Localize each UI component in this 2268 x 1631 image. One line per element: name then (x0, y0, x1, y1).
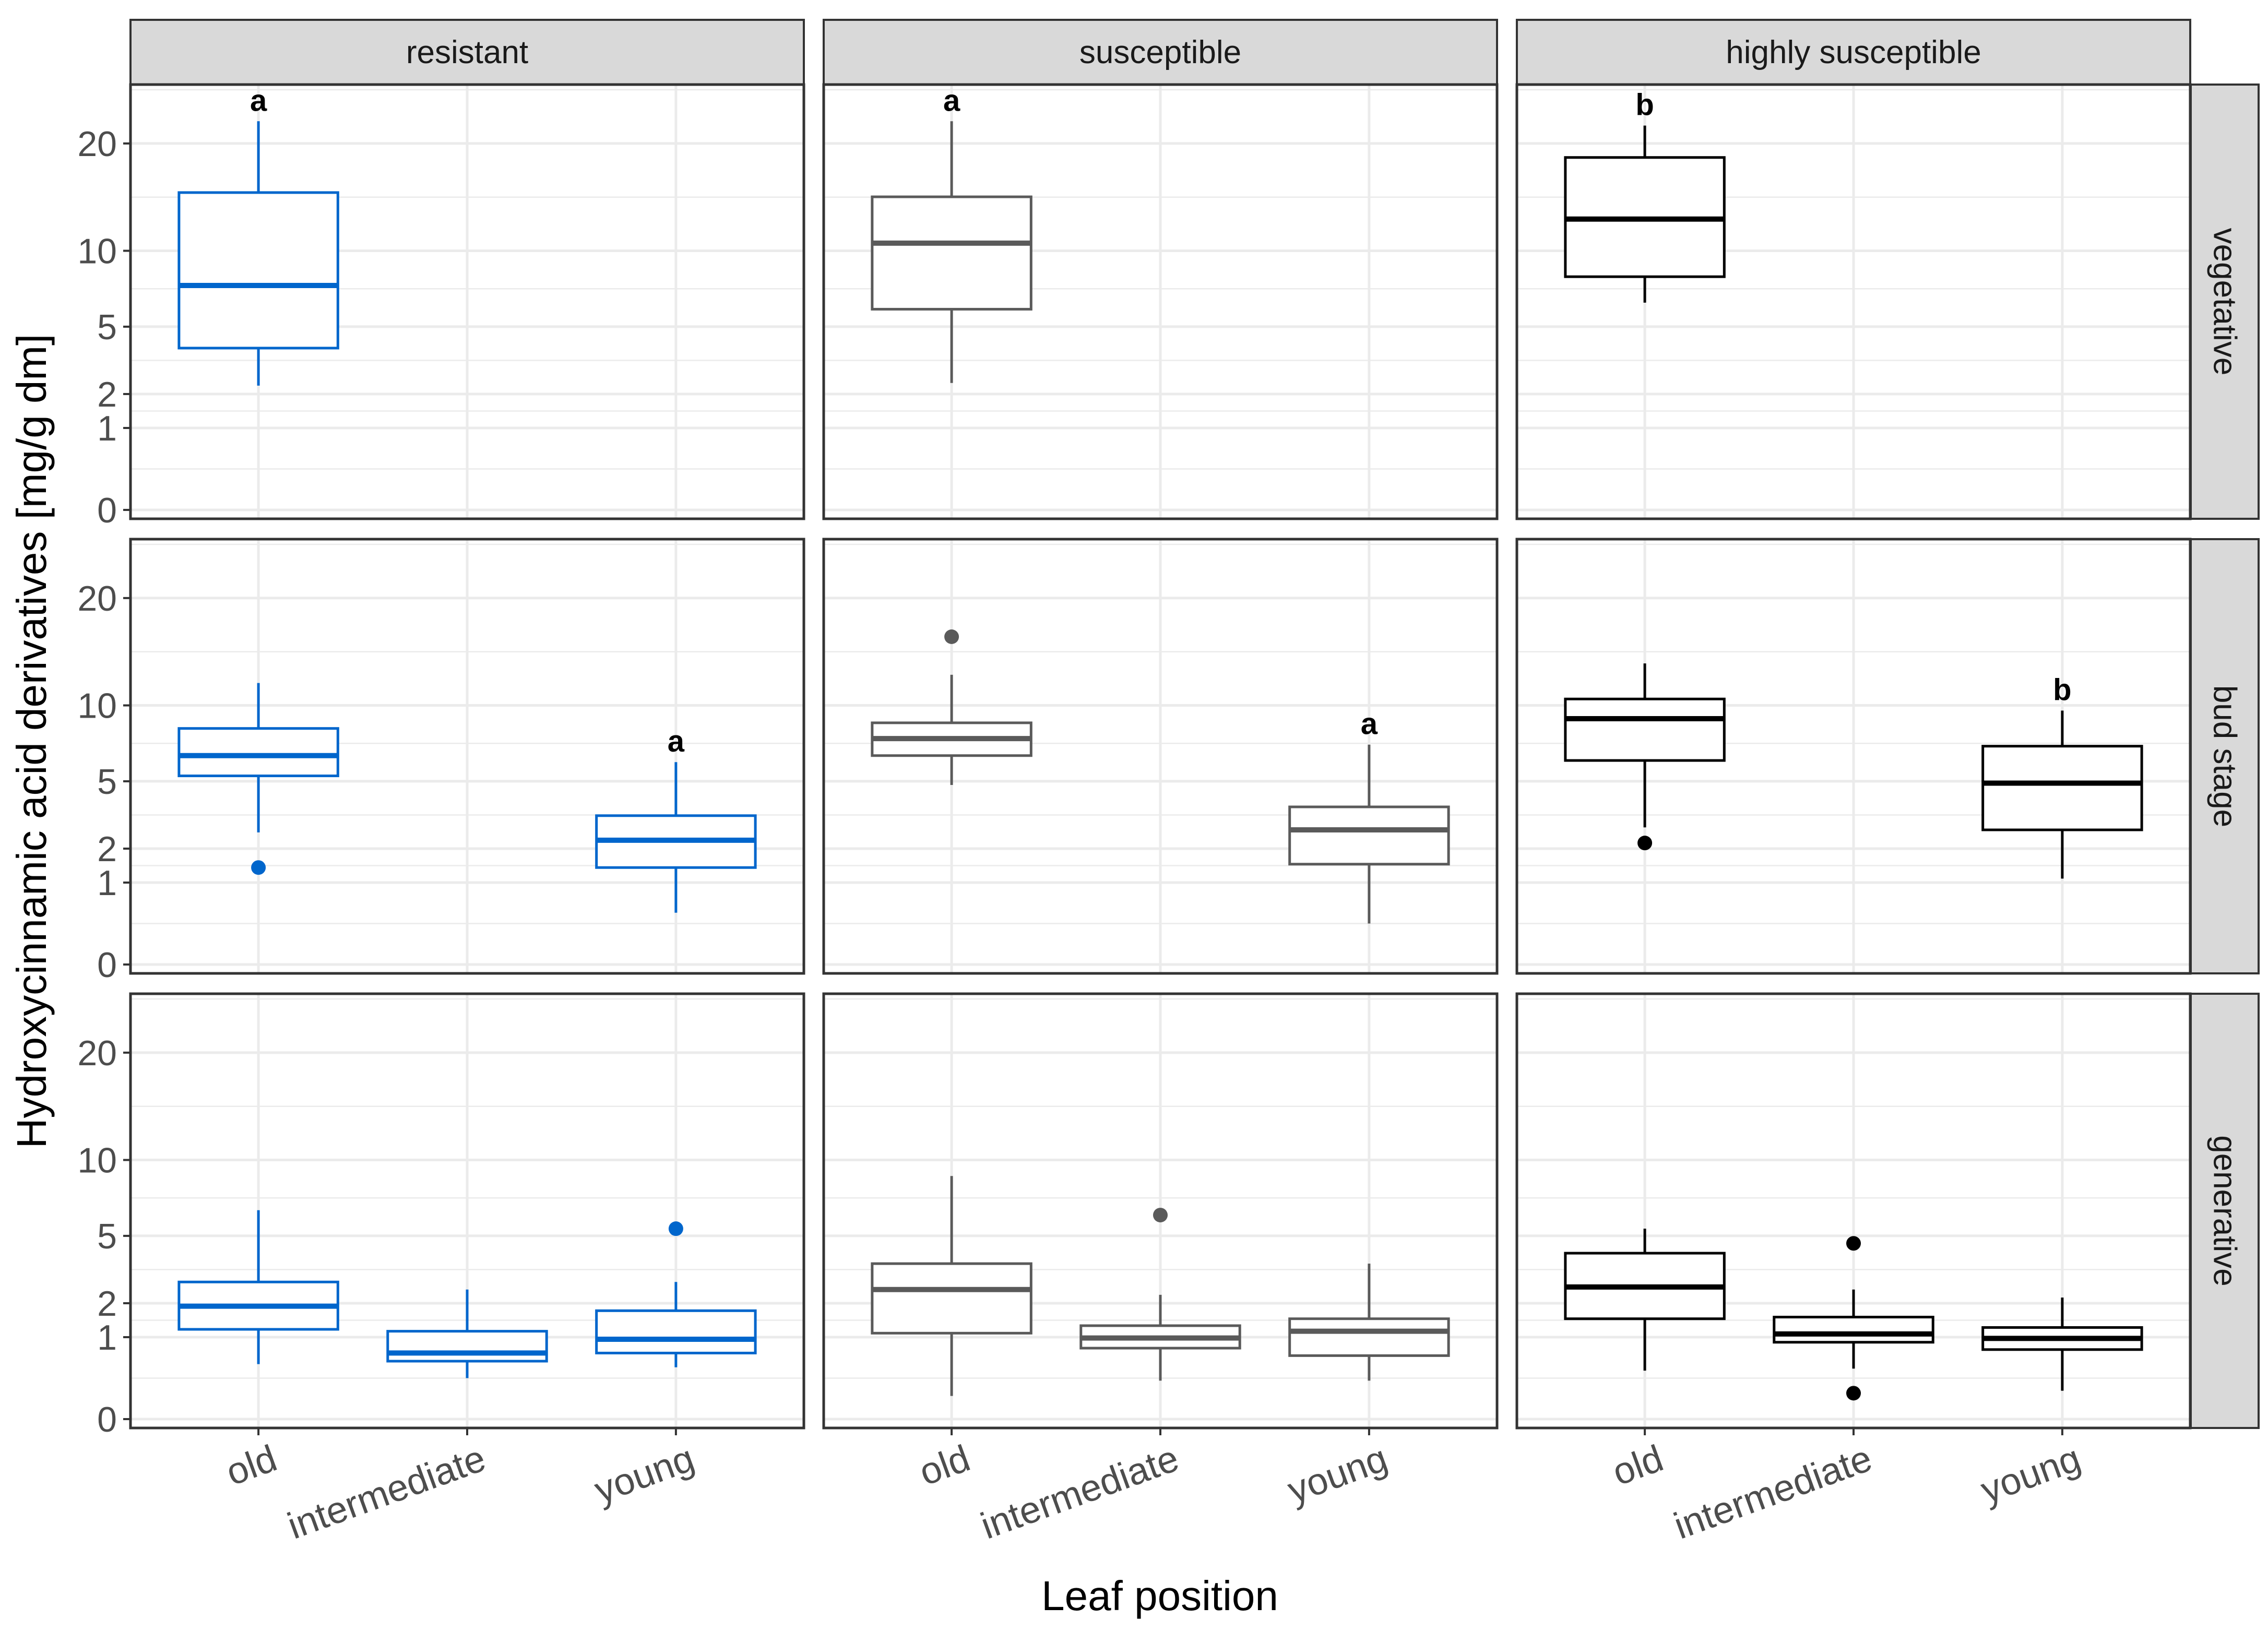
box-body (177, 191, 339, 350)
outlier-point (1637, 836, 1653, 851)
box-generative-susceptible-young (1288, 1264, 1450, 1381)
box-generative-susceptible-old (871, 1176, 1032, 1396)
significance-letter-vegetative-resistant-old: a (250, 84, 267, 117)
x-tick-label-highly-susceptible-intermediate: intermediate (1669, 1437, 1878, 1547)
significance-letter-bud-stage-highly-susceptible-young: b (2053, 673, 2071, 707)
y-tick-label-vegetative-10: 10 (77, 232, 117, 271)
frame-layer (123, 19, 2260, 1435)
outlier-point (251, 860, 266, 875)
significance-letter-bud-stage-susceptible-young: a (1361, 707, 1378, 741)
box-bud-stage-susceptible-old (871, 629, 1032, 785)
panel-border-bud-stage-susceptible (822, 538, 1499, 975)
significance-letter-bud-stage-resistant-young: a (668, 724, 685, 758)
box-vegetative-susceptible-old (871, 121, 1032, 383)
strip-label-resistant: resistant (406, 34, 528, 70)
significance-letter-vegetative-highly-susceptible-old: b (1635, 88, 1654, 122)
mark-layer (177, 121, 2143, 1401)
x-tick-label-resistant-young: young (589, 1437, 700, 1511)
box-bud-stage-resistant-old (177, 683, 339, 875)
y-tick-label-generative-2: 2 (97, 1284, 117, 1324)
strip-label-bud-stage: bud stage (2207, 685, 2243, 827)
x-tick-label-susceptible-intermediate: intermediate (976, 1437, 1184, 1547)
box-vegetative-resistant-old (177, 121, 339, 386)
x-tick-label-highly-susceptible-young: young (1976, 1437, 2086, 1511)
grid-layer (130, 85, 2190, 1428)
strip-label-generative: generative (2207, 1135, 2243, 1287)
y-tick-label-bud-stage-2: 2 (97, 829, 117, 869)
strip-bud-stage (2190, 538, 2260, 974)
y-tick-label-bud-stage-1: 1 (97, 863, 117, 903)
outlier-point (944, 629, 959, 644)
y-tick-label-generative-20: 20 (77, 1033, 117, 1073)
strip-label-vegetative: vegetative (2207, 228, 2243, 376)
y-tick-label-vegetative-1: 1 (97, 409, 117, 448)
y-tick-label-generative-0: 0 (97, 1400, 117, 1439)
x-tick-label-resistant-old: old (221, 1437, 282, 1494)
y-tick-label-vegetative-5: 5 (97, 307, 117, 347)
strip-resistant (129, 19, 805, 86)
panel-border-bud-stage-resistant (129, 538, 805, 975)
box-generative-susceptible-intermediate (1079, 1208, 1241, 1381)
x-tick-label-susceptible-young: young (1283, 1437, 1393, 1511)
strip-susceptible (823, 19, 1498, 86)
y-tick-label-vegetative-20: 20 (77, 124, 117, 164)
outlier-point (1846, 1386, 1861, 1401)
box-generative-resistant-old (177, 1210, 339, 1364)
significance-letter-vegetative-susceptible-old: a (943, 84, 960, 117)
outlier-point (1846, 1236, 1861, 1251)
box-body (871, 1262, 1032, 1335)
y-tick-label-bud-stage-5: 5 (97, 762, 117, 802)
y-tick-label-vegetative-0: 0 (97, 491, 117, 530)
panel-border-bud-stage-highly-susceptible (1515, 538, 2192, 975)
box-body (871, 195, 1032, 311)
box-generative-highly-susceptible-old (1564, 1229, 1726, 1371)
box-generative-resistant-intermediate (386, 1289, 548, 1378)
y-axis-title: Hydroxycinnamic acid derivatives [mg/g d… (8, 334, 55, 1149)
box-body (595, 1309, 757, 1354)
box-bud-stage-highly-susceptible-old (1564, 663, 1726, 851)
box-bud-stage-highly-susceptible-young (1981, 710, 2143, 879)
box-bud-stage-susceptible-young (1288, 744, 1450, 924)
outlier-point (1153, 1208, 1168, 1223)
box-generative-resistant-young (595, 1221, 757, 1367)
y-tick-label-bud-stage-10: 10 (77, 686, 117, 726)
strip-generative (2190, 993, 2260, 1429)
strip-vegetative (2190, 84, 2260, 520)
y-tick-label-bud-stage-0: 0 (97, 945, 117, 985)
y-tick-label-vegetative-2: 2 (97, 375, 117, 414)
y-tick-label-generative-5: 5 (97, 1217, 117, 1256)
box-body (1288, 805, 1450, 866)
y-tick-label-generative-10: 10 (77, 1141, 117, 1181)
strip-label-highly-susceptible: highly susceptible (1726, 34, 1981, 70)
box-generative-highly-susceptible-intermediate (1773, 1236, 1934, 1401)
box-body (1288, 1317, 1450, 1357)
panel-grid-vegetative-susceptible (824, 85, 1497, 519)
x-tick-label-highly-susceptible-old: old (1607, 1437, 1669, 1494)
box-vegetative-highly-susceptible-old (1564, 125, 1726, 303)
panel-grid-vegetative-highly-susceptible (1517, 85, 2190, 519)
outlier-point (668, 1221, 683, 1236)
panel-border-vegetative-highly-susceptible (1515, 83, 2192, 520)
y-tick-label-bud-stage-20: 20 (77, 579, 117, 618)
box-body (177, 727, 339, 778)
panel-border-vegetative-susceptible (822, 83, 1499, 520)
strip-label-susceptible: susceptible (1079, 34, 1241, 70)
box-bud-stage-resistant-young (595, 762, 757, 913)
box-body (386, 1330, 548, 1363)
panel-border-vegetative-resistant (129, 83, 805, 520)
x-tick-label-susceptible-old: old (914, 1437, 976, 1494)
box-generative-highly-susceptible-young (1981, 1297, 2143, 1391)
box-body (1773, 1316, 1934, 1344)
box-body (1564, 697, 1726, 762)
box-body (1981, 745, 2143, 831)
x-axis-title: Leaf position (1041, 1573, 1278, 1619)
x-tick-label-resistant-intermediate: intermediate (282, 1437, 491, 1547)
strip-highly-susceptible (1516, 19, 2191, 86)
y-tick-label-generative-1: 1 (97, 1318, 117, 1358)
